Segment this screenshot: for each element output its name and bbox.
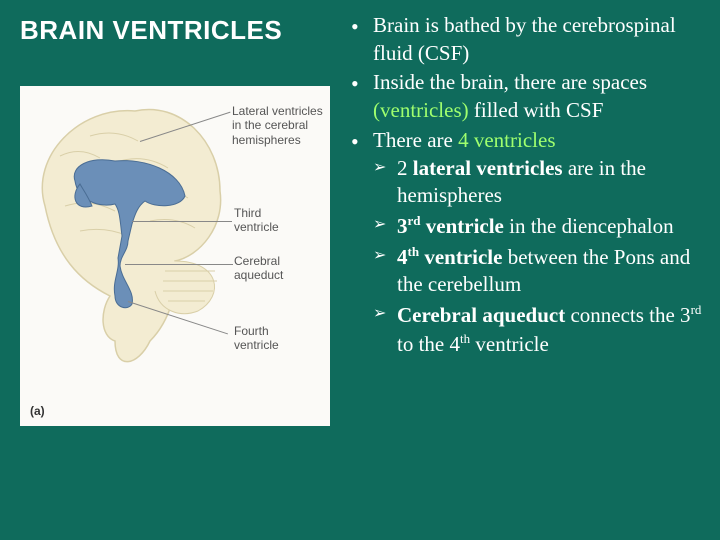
bullet-3-highlight: 4 ventricles	[458, 128, 555, 152]
sub-2-c: in the diencephalon	[504, 214, 674, 238]
bullet-1-text: Brain is bathed by the cerebrospinal flu…	[373, 13, 676, 65]
bullet-3: There are 4 ventricles 2 lateral ventric…	[345, 127, 702, 359]
sub-2: 3rd ventricle in the diencephalon	[373, 212, 702, 241]
sub-list: 2 lateral ventricles are in the hemisphe…	[373, 155, 702, 359]
sub-2-b: ventricle	[421, 214, 504, 238]
sub-4-c: to the 4	[397, 332, 460, 356]
bullet-2-b: filled with CSF	[469, 98, 604, 122]
sub-4-d: ventricle	[470, 332, 549, 356]
label-lateral: Lateral ventricles in the cerebral hemis…	[232, 104, 327, 147]
bullet-1: Brain is bathed by the cerebrospinal flu…	[345, 12, 702, 67]
sub-3-b: ventricle	[419, 245, 502, 269]
sub-2-sup: rd	[408, 213, 421, 228]
sub-4-a: Cerebral aqueduct	[397, 303, 565, 327]
bullet-list: Brain is bathed by the cerebrospinal flu…	[345, 12, 702, 359]
left-column: BRAIN VENTRICLES Lateral ventri	[0, 0, 345, 540]
slide: BRAIN VENTRICLES Lateral ventri	[0, 0, 720, 540]
sub-3-num: 4	[397, 245, 408, 269]
sub-1: 2 lateral ventricles are in the hemisphe…	[373, 155, 702, 210]
bullet-2-highlight: (ventricles)	[373, 98, 469, 122]
right-column: Brain is bathed by the cerebrospinal flu…	[345, 0, 720, 540]
bullet-2: Inside the brain, there are spaces (vent…	[345, 69, 702, 124]
sub-4-b: connects the 3	[565, 303, 690, 327]
label-line-third	[132, 221, 232, 222]
bullet-2-a: Inside the brain, there are spaces	[373, 70, 647, 94]
sub-4: Cerebral aqueduct connects the 3rd to th…	[373, 301, 702, 358]
label-line-aqueduct	[125, 264, 233, 265]
panel-letter: (a)	[30, 404, 45, 418]
slide-title: BRAIN VENTRICLES	[20, 15, 335, 46]
sub-2-num: 3	[397, 214, 408, 238]
label-third: Third ventricle	[234, 206, 279, 235]
brain-outline	[42, 109, 220, 361]
sub-1-a: 2	[397, 156, 413, 180]
sub-1-bold: lateral ventricles	[413, 156, 563, 180]
sub-4-sup1: rd	[691, 302, 702, 317]
label-fourth: Fourth ventricle	[234, 324, 279, 353]
label-aqueduct: Cerebral aqueduct	[234, 254, 283, 283]
sub-4-sup2: th	[460, 331, 470, 346]
sub-3: 4th ventricle between the Pons and the c…	[373, 243, 702, 299]
brain-diagram: Lateral ventricles in the cerebral hemis…	[20, 86, 330, 426]
bullet-3-a: There are	[373, 128, 458, 152]
sub-3-sup: th	[408, 244, 420, 259]
